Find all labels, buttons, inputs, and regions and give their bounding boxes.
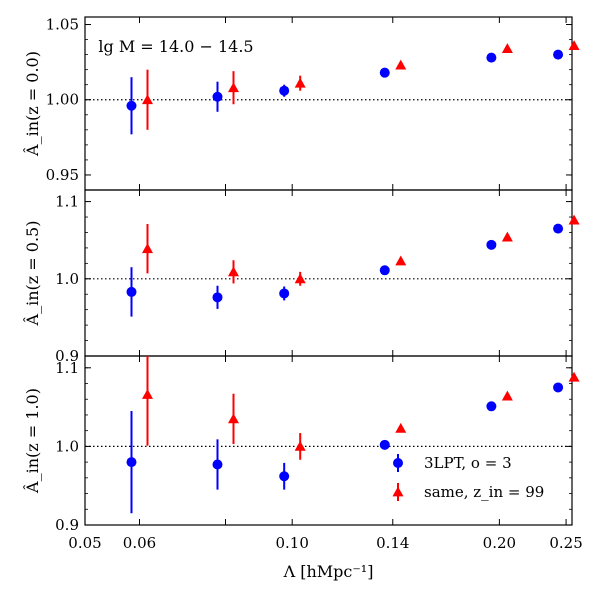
mass-range-annotation: lg M = 14.0 − 14.5 bbox=[98, 37, 253, 56]
panel-3-point-red bbox=[501, 390, 513, 401]
panel-2-point-red bbox=[501, 231, 513, 242]
x-axis-label: Λ [hMpc⁻¹] bbox=[283, 562, 374, 581]
panel-2-point-blue bbox=[486, 239, 497, 250]
xtick-label: 0.06 bbox=[123, 534, 156, 552]
panel-1-point-red bbox=[501, 43, 513, 53]
panel-3-point-blue bbox=[126, 457, 137, 468]
panel-2-ytick-label: 1.0 bbox=[55, 270, 79, 288]
panel-2-point-red bbox=[227, 266, 239, 277]
panel-3-point-red bbox=[141, 389, 153, 399]
panel-2-point-red bbox=[141, 243, 153, 254]
panel-3-ylabel: Â_in(z = 1.0) bbox=[22, 388, 42, 494]
panel-2-frame bbox=[84, 189, 573, 357]
panel-2-ytick-label: 1.1 bbox=[55, 193, 79, 211]
legend-marker-triangle bbox=[392, 486, 404, 497]
panel-1-point-red bbox=[395, 59, 407, 70]
panel-1-point-blue bbox=[486, 52, 497, 63]
panel-1-ytick-label: 1.05 bbox=[46, 16, 79, 34]
panel-3-point-blue bbox=[553, 382, 564, 393]
panel-3-point-blue bbox=[279, 471, 290, 482]
panel-3-point-red bbox=[395, 422, 407, 433]
panel-2-ylabel: Â_in(z = 0.5) bbox=[22, 221, 42, 327]
panel-1-point-red bbox=[568, 40, 580, 50]
legend-marker-circle bbox=[393, 458, 403, 468]
xtick-label: 0.20 bbox=[483, 534, 516, 552]
panel-3-ytick-label: 0.9 bbox=[55, 516, 79, 534]
panel-2-point-blue bbox=[126, 286, 137, 297]
panel-1-point-blue bbox=[212, 91, 223, 102]
panel-3-ytick-label: 1.0 bbox=[55, 437, 79, 455]
panel-3-point-red bbox=[294, 440, 306, 451]
panel-3-point-blue bbox=[212, 459, 223, 470]
panel-1-point-blue bbox=[379, 67, 390, 78]
panel-2-point-blue bbox=[212, 292, 223, 303]
panel-1-point-blue bbox=[553, 49, 564, 60]
panel-3-point-blue bbox=[379, 439, 390, 450]
panel-2-point-red bbox=[568, 214, 580, 225]
panel-2-point-red bbox=[395, 255, 407, 266]
legend-label-1: 3LPT, o = 3 bbox=[424, 454, 512, 472]
xtick-label: 0.25 bbox=[549, 534, 582, 552]
panel-3-frame bbox=[84, 355, 573, 526]
panel-3-point-blue bbox=[486, 401, 497, 412]
panel-2-point-blue bbox=[279, 288, 290, 299]
panel-3-point-red bbox=[227, 413, 239, 424]
panel-3-point-red bbox=[568, 371, 580, 382]
xtick-label: 0.10 bbox=[275, 534, 308, 552]
panel-1-ytick-label: 0.95 bbox=[46, 166, 79, 184]
xtick-label: 0.14 bbox=[376, 534, 409, 552]
panel-1-point-blue bbox=[279, 85, 290, 96]
panel-1-point-red bbox=[141, 94, 153, 105]
panel-3-ytick-label: 1.1 bbox=[55, 359, 79, 377]
panel-2-point-blue bbox=[379, 265, 390, 276]
legend-label-2: same, z_in = 99 bbox=[424, 483, 544, 501]
panel-2-point-red bbox=[294, 273, 306, 284]
panel-1-ylabel: Â_in(z = 0.0) bbox=[22, 51, 42, 157]
panel-1-point-red bbox=[294, 77, 306, 88]
panel-1-point-blue bbox=[126, 100, 137, 111]
panel-1-point-red bbox=[227, 82, 239, 93]
xtick-label: 0.05 bbox=[68, 534, 101, 552]
panel-2-ytick-label: 0.9 bbox=[55, 347, 79, 365]
panel-2-point-blue bbox=[553, 223, 564, 234]
panel-1-ytick-label: 1.00 bbox=[46, 91, 79, 109]
